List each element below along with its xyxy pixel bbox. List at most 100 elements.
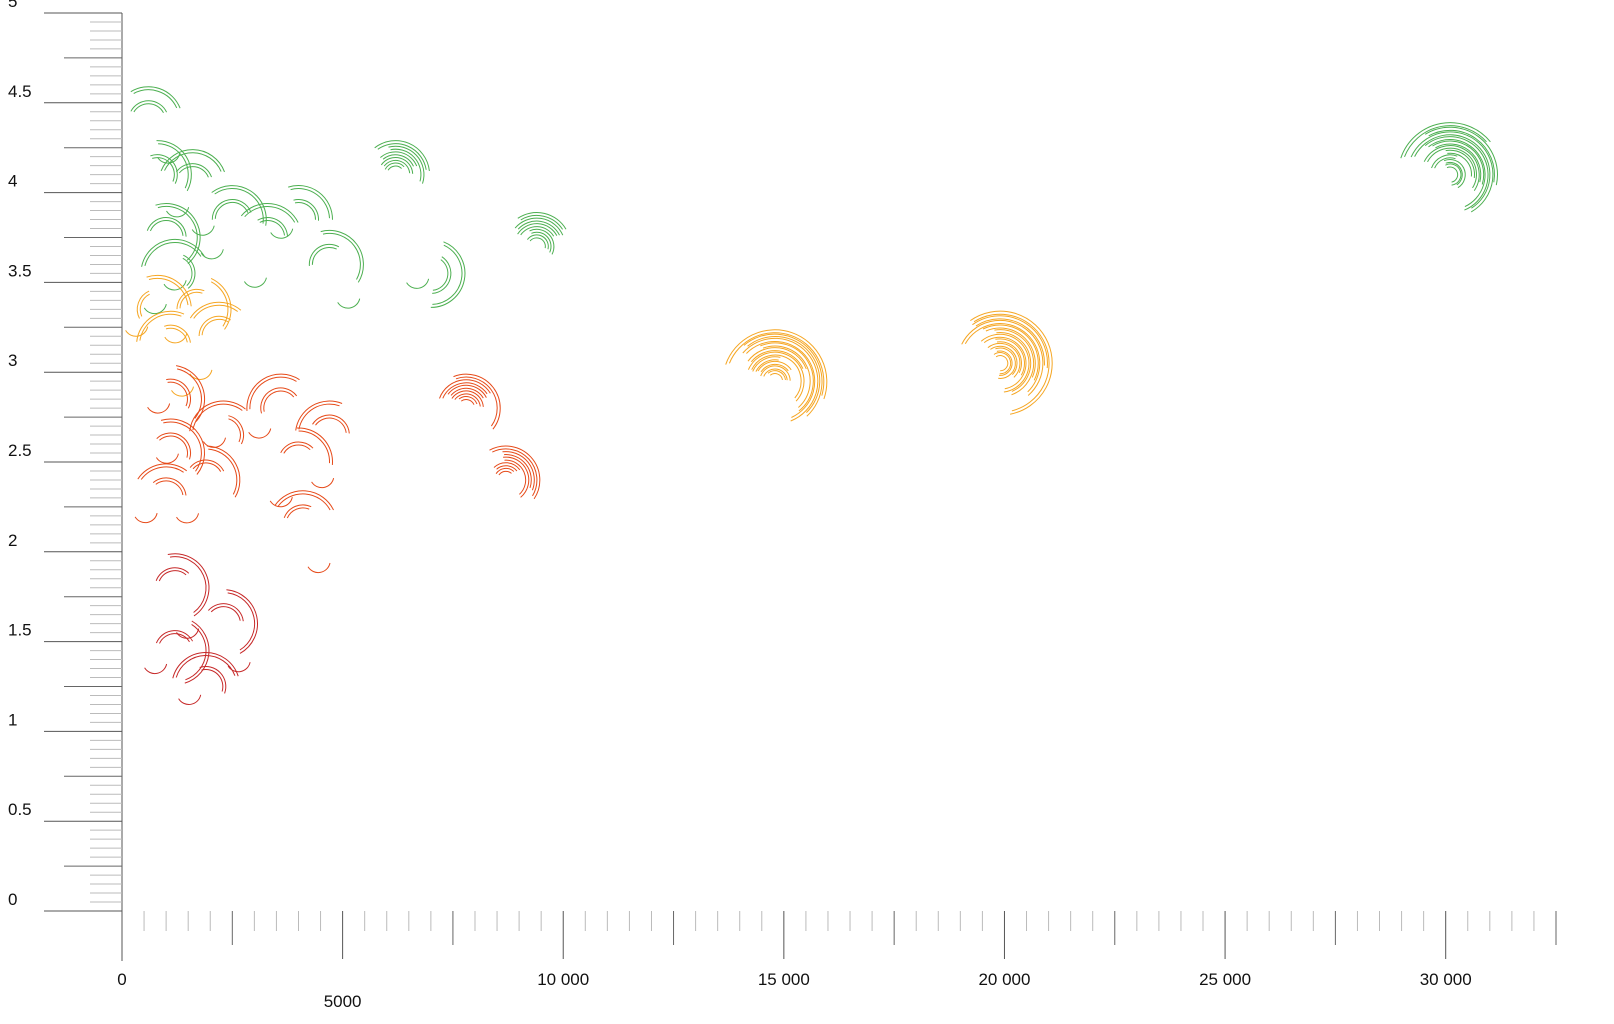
data-point <box>189 301 242 380</box>
data-point-arc <box>139 313 182 341</box>
data-point-arc <box>1443 158 1466 189</box>
x-tick-label: 10 000 <box>537 970 589 989</box>
x-tick-label: 0 <box>117 970 126 989</box>
data-point-arc <box>201 669 224 692</box>
data-point-arc <box>246 373 300 411</box>
data-point-arc <box>455 376 498 427</box>
data-point-arc <box>144 663 168 675</box>
data-point <box>155 418 206 475</box>
data-point-arc <box>1431 154 1458 169</box>
data-point-arc <box>183 254 196 289</box>
y-tick-label: 4 <box>8 172 17 191</box>
data-point-arc <box>248 428 272 439</box>
data-point-arc <box>390 148 422 182</box>
y-tick-label: 2.5 <box>8 441 32 460</box>
data-point <box>961 310 1053 415</box>
data-point-arc <box>387 165 402 171</box>
data-point <box>155 553 210 639</box>
data-point-arc <box>147 403 171 414</box>
data-point-arc <box>189 459 225 472</box>
data-point-arc <box>1428 139 1486 208</box>
data-point-arc <box>283 504 312 518</box>
data-point-arc <box>769 373 783 381</box>
data-point-arc <box>453 373 501 430</box>
data-point-arc <box>964 323 1041 393</box>
data-point-arc <box>139 293 150 317</box>
data-point-arc <box>184 620 210 684</box>
data-point-arc <box>751 354 802 399</box>
data-point <box>172 652 239 705</box>
data-point-arc <box>226 589 258 654</box>
data-point-arc <box>493 462 521 471</box>
data-point-arc <box>150 154 178 184</box>
data-point <box>189 400 246 448</box>
data-point-arc <box>1424 136 1489 211</box>
data-point-arc <box>747 351 805 402</box>
y-tick-label: 1.5 <box>8 621 32 640</box>
data-point-arc <box>529 228 555 255</box>
data-point-arc <box>148 277 189 306</box>
data-point-arc <box>208 603 244 622</box>
data-point-arc <box>320 229 364 283</box>
data-point-arc <box>517 220 560 236</box>
data-point-arc <box>189 301 242 319</box>
data-point-arc <box>296 427 333 465</box>
data-point <box>725 329 828 422</box>
data-point-arc <box>210 606 241 621</box>
data-point-arc <box>198 315 231 337</box>
data-point-arc <box>432 256 452 294</box>
y-tick-label: 0.5 <box>8 800 32 819</box>
data-point-arc <box>136 310 185 342</box>
data-point <box>150 140 192 218</box>
data-point-arc <box>1445 149 1476 178</box>
data-point <box>134 463 188 524</box>
data-point <box>208 589 258 673</box>
data-point-arc <box>520 214 564 230</box>
data-point-arc <box>208 448 238 495</box>
data-point-arc <box>155 480 184 496</box>
y-tick-label: 1 <box>8 710 17 729</box>
data-point-arc <box>244 206 296 223</box>
data-point-arc <box>176 288 205 310</box>
data-point-arc <box>760 365 791 381</box>
data-point-arc <box>166 378 192 409</box>
data-point <box>270 185 334 239</box>
data-point-arc <box>140 466 184 480</box>
data-point-arc <box>374 140 430 172</box>
data-point-arc <box>1400 122 1491 159</box>
data-point-arc <box>280 441 314 454</box>
data-point <box>200 185 267 260</box>
data-point-arc <box>137 463 188 480</box>
data-point <box>295 400 350 489</box>
data-point-arc <box>277 493 331 511</box>
data-point-arc <box>167 381 188 407</box>
data-point-arc <box>146 217 187 237</box>
data-point-arc <box>176 513 199 524</box>
data-point-arc <box>298 430 331 464</box>
data-point-arc <box>290 188 330 219</box>
data-point-arc <box>160 149 225 173</box>
data-point <box>274 490 334 574</box>
x-tick-label: 25 000 <box>1199 970 1251 989</box>
data-point-arc <box>450 387 484 399</box>
data-point-arc <box>156 432 192 460</box>
data-point-arc <box>517 212 567 230</box>
data-point-arc <box>763 368 788 381</box>
data-point-arc <box>200 249 224 260</box>
data-point-arc <box>286 507 310 519</box>
data-point-arc <box>982 324 1039 381</box>
data-point-arc <box>146 274 192 307</box>
data-point-arc <box>746 340 816 418</box>
data-point-arc <box>728 332 825 396</box>
data-point-arc <box>996 341 1022 374</box>
data-point-arc <box>133 89 178 109</box>
data-point-arc <box>311 477 335 489</box>
data-point-arc <box>1410 131 1494 213</box>
data-point-arc <box>144 241 202 267</box>
x-tick-label: 5000 <box>324 992 362 1011</box>
data-point-arc <box>211 185 267 226</box>
data-point-arc <box>243 277 267 288</box>
data-point-arc <box>166 207 190 218</box>
data-point-arc <box>747 336 821 413</box>
